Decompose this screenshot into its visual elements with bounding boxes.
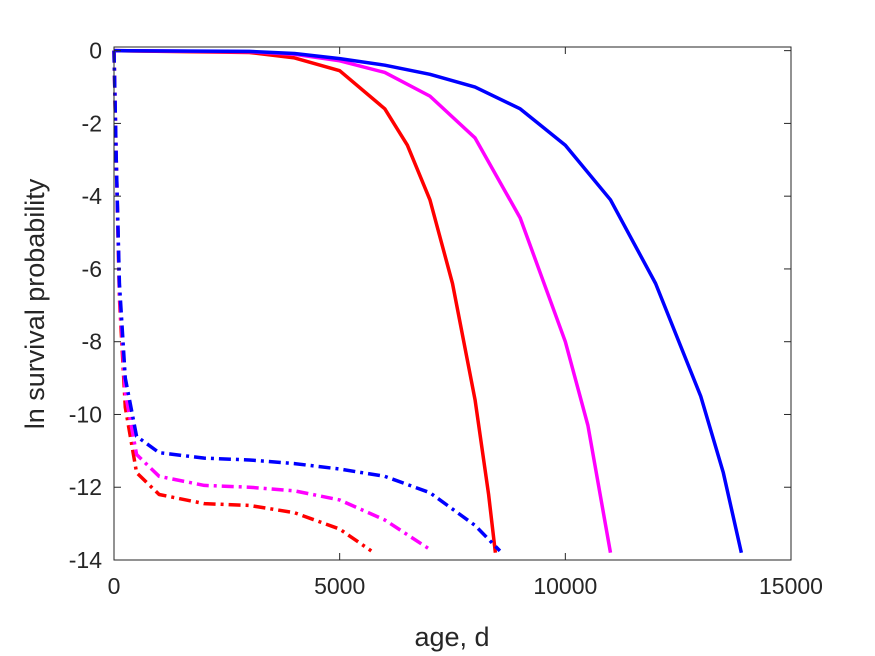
x-tick-label: 10000 [533,573,597,599]
plot-area [114,47,791,560]
y-tick-label: -10 [69,401,102,427]
ticks-layer: 0 5000 10000 15000 -14 -12 -10 -8 -6 -4 -2 0 [69,38,823,599]
series-line-6 [112,50,502,553]
y-tick-label: -4 [82,183,103,209]
y-tick-label: -12 [69,474,102,500]
y-axis-label: ln survival probability [20,178,50,429]
y-tick-label: 0 [89,38,102,64]
x-tick-label: 0 [108,573,121,599]
x-tick-label: 15000 [759,573,823,599]
plot-frame [113,46,792,561]
series-line-1 [113,48,498,553]
y-tick-label: -8 [82,329,102,355]
x-axis-label: age, d [414,622,489,652]
series-line-3 [113,48,744,554]
y-tick-label: -14 [69,547,102,573]
x-tick-label: 5000 [314,573,365,599]
y-tick-label: -2 [82,110,102,136]
y-tick-label: -6 [82,256,102,282]
